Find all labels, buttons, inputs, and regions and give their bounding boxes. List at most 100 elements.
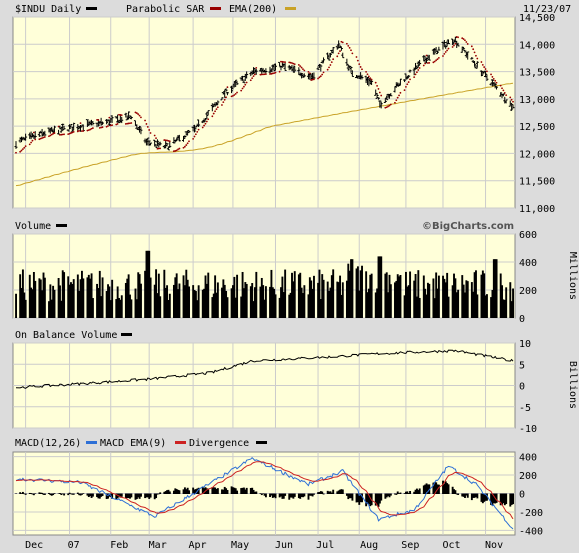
volume-y-tick: 200 (519, 286, 537, 297)
volume-bar (185, 269, 188, 318)
volume-bar (476, 294, 479, 318)
volume-bar (313, 275, 315, 318)
sar-dot (52, 132, 54, 135)
divergence-bar (172, 490, 175, 494)
sar-dot (215, 108, 218, 111)
divergence-bar (280, 493, 282, 497)
sar-dot (197, 128, 200, 131)
volume-bar (436, 288, 439, 318)
divergence-bar (221, 489, 223, 494)
volume-bar (317, 282, 320, 318)
sar-dot (499, 84, 502, 87)
sar-dot (443, 52, 446, 55)
volume-bar (406, 286, 409, 318)
volume-bar (407, 285, 410, 318)
sar-dot (369, 77, 372, 80)
sar-dot (451, 46, 454, 48)
volume-bar (437, 275, 440, 318)
divergence-bar (284, 493, 287, 496)
volume-bar (464, 292, 466, 318)
sar-dot (233, 94, 236, 96)
volume-bar (130, 299, 133, 318)
sar-dot (472, 48, 475, 51)
sar-dot (68, 132, 71, 135)
volume-bar (135, 299, 138, 318)
volume-bar (108, 286, 111, 318)
divergence-bar (481, 493, 484, 504)
sar-dot (149, 132, 152, 134)
sar-dot (292, 62, 295, 65)
volume-bar (307, 294, 310, 318)
volume-bar (101, 277, 104, 318)
volume-bar (415, 296, 418, 318)
sar-dot (377, 88, 380, 90)
sar-dot (108, 116, 111, 119)
divergence-bar (462, 493, 465, 497)
sar-dot (167, 139, 170, 142)
divergence-bar (311, 493, 314, 497)
volume-bar (109, 300, 112, 318)
volume-bar (297, 274, 300, 318)
sar-dot (253, 73, 256, 76)
divergence-bar (302, 493, 304, 498)
sar-dot (512, 100, 514, 103)
volume-bar (414, 273, 417, 318)
sar-dot (120, 114, 123, 117)
divergence-bar (212, 487, 215, 494)
sar-dot (28, 143, 31, 146)
sar-dot (299, 65, 302, 68)
volume-bar (163, 269, 166, 318)
macd-ema-legend-swatch (175, 441, 186, 444)
divergence-bar (484, 493, 487, 501)
divergence-bar (329, 491, 332, 494)
volume-bar (111, 279, 114, 318)
sar-dot (356, 59, 359, 62)
obv-y-tick: 10 (519, 339, 531, 350)
x-axis-label: May (231, 540, 249, 551)
volume-bar (214, 275, 217, 318)
volume-bar (444, 282, 447, 318)
volume-bar (119, 299, 122, 318)
divergence-bar (270, 493, 273, 496)
sar-dot (426, 62, 429, 64)
volume-bar (15, 293, 17, 318)
sar-dot (273, 72, 276, 75)
sar-dot (399, 91, 402, 94)
divergence-bar (260, 493, 263, 496)
divergence-bar (76, 492, 79, 494)
sar-dot (175, 149, 178, 152)
divergence-bar (226, 490, 229, 494)
sar-dot (115, 123, 118, 126)
sar-dot (409, 78, 411, 81)
divergence-bar (137, 493, 140, 498)
volume-bar (21, 269, 24, 318)
volume-bar (501, 285, 504, 318)
sar-dot (384, 106, 387, 109)
sar-dot (166, 139, 168, 142)
divergence-bar (426, 484, 429, 494)
divergence-bar (175, 489, 178, 494)
divergence-bar (168, 491, 171, 494)
volume-bar (71, 283, 74, 318)
volume-bar (399, 274, 402, 318)
divergence-bar (326, 490, 329, 494)
divergence-bar (140, 493, 142, 497)
divergence-bar (34, 493, 37, 494)
volume-bar (87, 274, 90, 318)
divergence-bar (241, 487, 244, 494)
chart-date: 11/23/07 (523, 4, 571, 15)
divergence-bar (502, 493, 505, 504)
divergence-bar (483, 493, 486, 502)
sar-dot (341, 41, 344, 44)
divergence-bar (443, 483, 446, 494)
volume-bar (347, 263, 350, 318)
volume-bar (486, 294, 488, 318)
sar-dot (185, 144, 188, 146)
divergence-bar (116, 493, 119, 499)
sar-dot (222, 101, 225, 104)
ema200-polyline (15, 82, 514, 187)
sar-dot (282, 61, 285, 63)
volume-bar (174, 277, 177, 318)
volume-bar (178, 283, 181, 318)
volume-bar (192, 285, 195, 318)
